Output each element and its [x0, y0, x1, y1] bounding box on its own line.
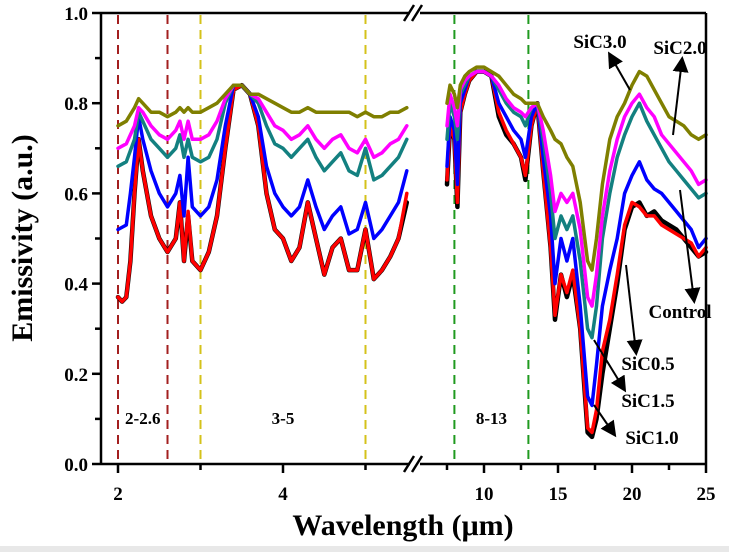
- annotation-arrow-sic3-0: [608, 51, 631, 91]
- annotation-label-sic0-5: SiC0.5: [621, 354, 674, 375]
- x-axis-title: Wavelength (μm): [292, 509, 513, 542]
- y-tick-label: 0.0: [64, 455, 88, 476]
- series-line-control: [444, 69, 709, 440]
- band-lines: 2-2.6 3-5 8-13: [117, 15, 530, 463]
- series-line-sic0-5: [445, 69, 708, 435]
- annotation-label-control: Control: [649, 302, 712, 323]
- annotation-arrow-control: [679, 189, 701, 304]
- plot-frame: [99, 4, 708, 473]
- y-tick-label: 0.2: [64, 365, 88, 386]
- annotation-arrow-sic2-0: [672, 56, 689, 136]
- annotation-arrow-sic0-5: [625, 264, 643, 356]
- x-ticks: 2 4 10 15 20 25: [113, 464, 716, 505]
- x-tick-label: 10: [475, 484, 494, 505]
- x-tick-label: 20: [623, 484, 642, 505]
- bottom-strip: [0, 546, 729, 552]
- y-axis-title: Emissivity (a.u.): [6, 134, 39, 342]
- y-tick-label: 0.6: [64, 184, 88, 205]
- y-tick-label: 1.0: [64, 4, 88, 25]
- band-label: 8-13: [476, 409, 507, 428]
- axis-break-bottom: [402, 455, 424, 473]
- annotation-label-sic2-0: SiC2.0: [653, 38, 706, 59]
- y-tick-label: 0.4: [64, 275, 88, 296]
- annotation-label-sic3-0: SiC3.0: [573, 32, 626, 53]
- x-tick-label: 2: [113, 484, 123, 505]
- x-tick-label: 15: [549, 484, 568, 505]
- annotation-arrow-sic1-0: [593, 404, 617, 438]
- series-line-sic2-0: [445, 69, 708, 308]
- y-tick-label: 0.8: [64, 94, 88, 115]
- band-label: 2-2.6: [125, 409, 160, 428]
- series-line-sic3-0: [445, 65, 708, 272]
- annotation-label-sic1-5: SiC1.5: [621, 391, 674, 412]
- series-line-sic3-0: [116, 83, 409, 128]
- annotations: SiC3.0 SiC2.0 Control SiC0.5 SiC1.5 SiC1.0: [573, 32, 711, 449]
- annotation-label-sic1-0: SiC1.0: [625, 428, 678, 449]
- series-lines: [115, 65, 709, 440]
- annotation-arrow-sic1-5: [593, 339, 627, 393]
- x-tick-label: 4: [278, 484, 288, 505]
- x-tick-label: 25: [697, 484, 716, 505]
- band-label: 3-5: [272, 409, 295, 428]
- axis-break-top: [402, 4, 424, 22]
- y-ticks: 0.0 0.2 0.4 0.6 0.8 1.0: [64, 4, 101, 476]
